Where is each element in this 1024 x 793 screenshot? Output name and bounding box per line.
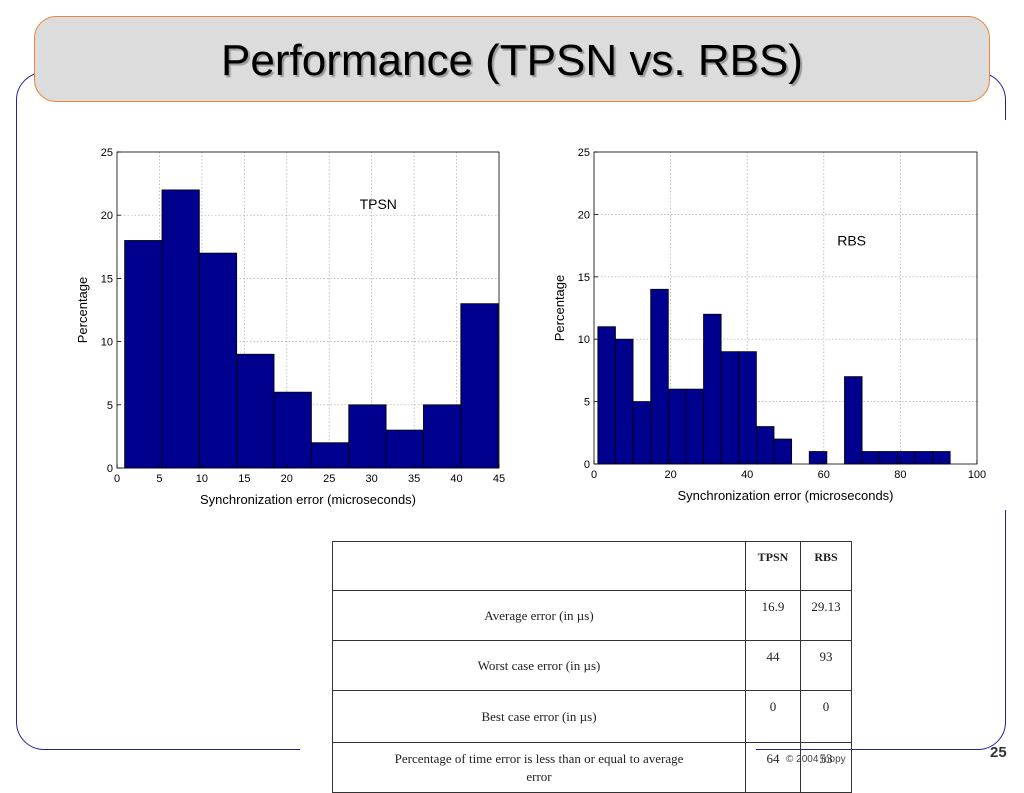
x-tick-label: 5 [156,473,162,485]
histogram-bar [597,326,616,465]
x-tick-label: 60 [818,469,830,481]
histogram-bar [236,353,275,469]
y-tick-label: 20 [101,210,113,222]
x-tick-label: 40 [741,469,753,481]
page-number: 25 [990,744,1007,761]
rbs-value: 29.13 [800,590,852,641]
table-header-tpsn: TPSN [745,541,801,591]
series-annotation: TPSN [360,196,397,212]
series-annotation: RBS [837,233,866,249]
histogram-bar [650,288,669,465]
y-tick-label: 10 [578,334,590,346]
x-tick-label: 20 [281,473,293,485]
frame-gap [1000,120,1010,510]
plot-border [593,151,978,465]
x-tick-label: 80 [894,469,906,481]
y-axis-label: Percentage [552,275,567,342]
y-tick-label: 0 [107,463,113,475]
histogram-bar [667,388,687,465]
x-tick-label: 35 [408,473,420,485]
histogram-bar [632,401,652,465]
histogram-bar [161,189,200,469]
y-axis-label: Percentage [75,277,90,344]
y-tick-label: 5 [584,397,590,409]
x-tick-label: 25 [323,473,335,485]
y-tick-label: 25 [578,147,590,159]
histogram-bar [808,451,828,465]
histogram-bar [703,313,722,465]
footer-copyright: © 2004 mopy [786,754,846,765]
histogram-bar [385,429,424,469]
y-tick-label: 10 [101,337,113,349]
x-tick-label: 45 [493,473,505,485]
y-tick-label: 15 [578,272,590,284]
histogram-bar [198,252,238,469]
x-tick-label: 10 [196,473,208,485]
slide-title: Performance (TPSN vs. RBS) [221,36,803,85]
x-tick-label: 20 [664,469,676,481]
tpsn-value: 16.9 [745,590,801,641]
histogram-bar [755,426,775,465]
tpsn-histogram: 0 5 10 15 20 25 30 35 40 45 0 5 10 15 20 25 Synchronizat… [75,147,505,507]
histogram-bar [685,388,704,465]
rbs-value: 0 [800,690,852,743]
histogram-bar [896,451,916,465]
table-header-row: TPSN RBS [332,541,852,591]
table-header-rbs: RBS [800,541,852,591]
histogram-bar [348,404,387,469]
title-bar: Performance (TPSN vs. RBS) [34,16,990,102]
table-row: Average error (in µs) 16.9 29.13 [332,590,852,641]
x-tick-label: 30 [366,473,378,485]
histogram-bar [423,404,462,469]
x-tick-label: 15 [238,473,250,485]
y-tick-label: 5 [107,400,113,412]
histogram-bar [615,338,634,465]
histogram-bar [124,240,163,469]
histogram-bar [932,451,951,465]
x-tick-label: 0 [591,469,597,481]
histogram-bar [720,351,740,465]
rbs-value: 93 [800,640,852,691]
histogram-bar [844,376,863,465]
plot-border [116,151,500,469]
tpsn-value: 0 [745,690,801,743]
x-axis-label: Synchronization error (microseconds) [200,492,416,507]
histogram-bar [773,438,793,465]
x-axis-label: Synchronization error (microseconds) [677,488,893,503]
histogram-bar [310,442,350,469]
histogram-bar [273,391,312,469]
row-label: Best case error (in µs) [332,690,746,743]
row-label: Average error (in µs) [332,590,746,641]
y-tick-label: 15 [101,273,113,285]
tpsn-value: 44 [745,640,801,691]
y-tick-label: 0 [584,459,590,471]
row-label: Worst case error (in µs) [332,640,746,691]
histogram-bar [861,451,881,465]
histogram-bar [914,451,933,465]
histogram-bar [460,303,499,469]
x-tick-label: 40 [450,473,462,485]
y-tick-label: 25 [101,147,113,159]
x-tick-label: 0 [114,473,120,485]
table-header-blank [332,541,746,591]
histogram-bar [879,451,898,465]
table-row: Best case error (in µs) 0 0 [332,690,852,743]
rbs-histogram: 0 20 40 60 80 100 0 5 10 15 20 25 Synchronization er… [552,147,986,503]
comparison-table: TPSN RBS Average error (in µs) 16.9 29.1… [332,541,852,793]
histogram-bar [738,351,757,465]
table-row: Worst case error (in µs) 44 93 [332,640,852,691]
x-tick-label: 100 [968,469,986,481]
y-tick-label: 20 [578,209,590,221]
